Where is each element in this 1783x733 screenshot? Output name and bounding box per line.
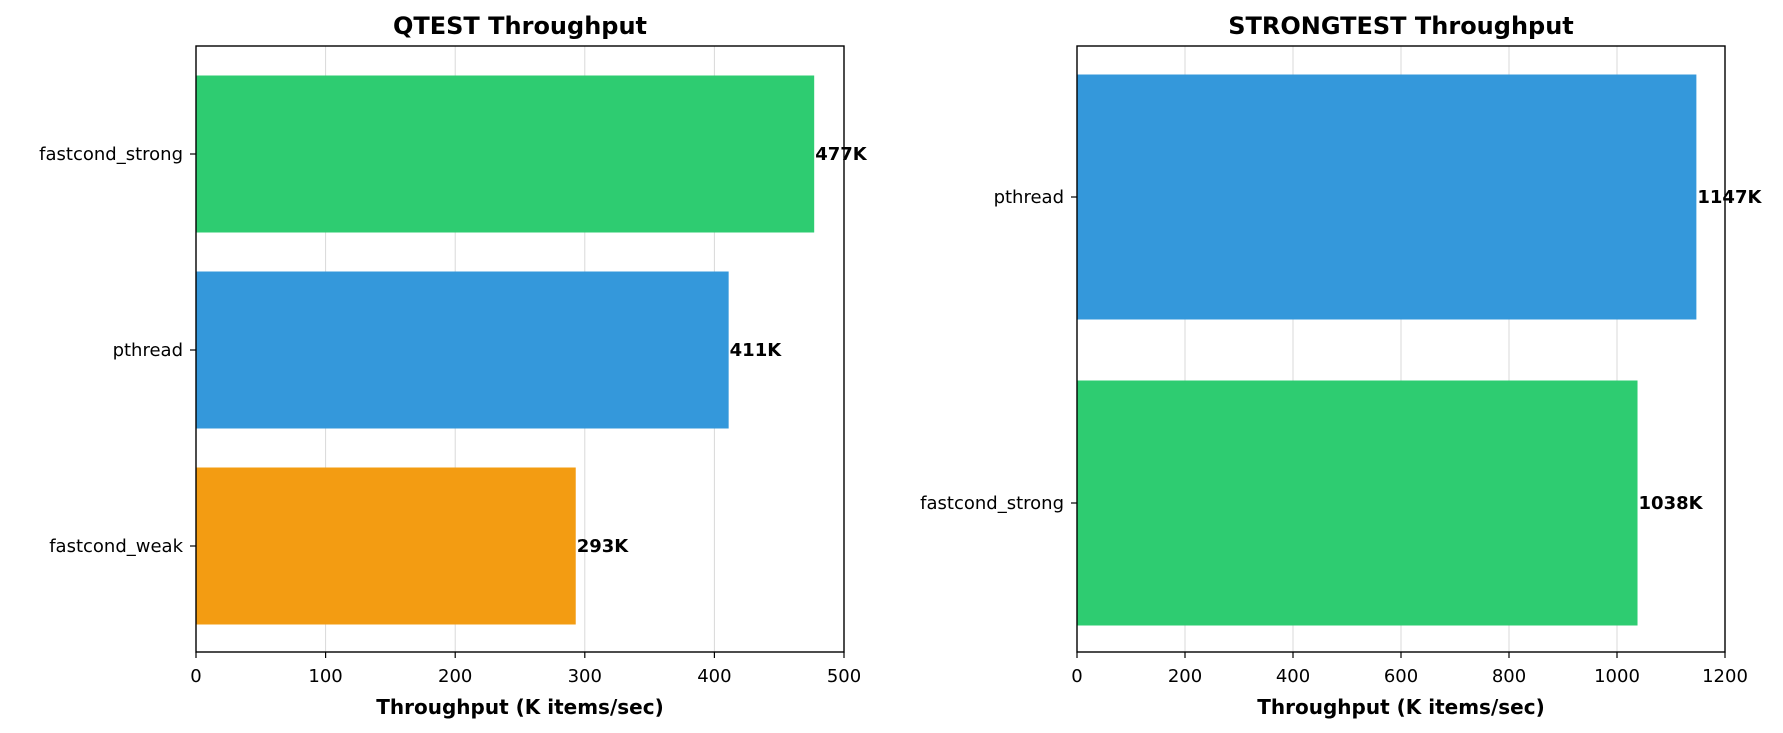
plot-frame	[195, 45, 845, 653]
x-tick-label: 600	[1384, 666, 1418, 687]
x-tick-label: 0	[1071, 666, 1082, 687]
x-tick-label: 500	[827, 666, 861, 687]
x-tick-label: 1000	[1594, 666, 1640, 687]
chart-strongtest: 1147K pthread 1038K fastcond_strong 0 200 400 6…	[920, 12, 1762, 719]
y-tick-label: fastcond_weak	[49, 536, 183, 557]
bar-fastcond-strong	[196, 75, 815, 233]
x-tick-label: 400	[1276, 666, 1310, 687]
x-tick-label: 100	[308, 666, 342, 687]
x-tick-label: 800	[1492, 666, 1526, 687]
chart-qtest: 477K fastcond_strong 411K pthread 293K fastco…	[39, 12, 868, 719]
chart-title: STRONGTEST Throughput	[1228, 12, 1574, 40]
chart-title: QTEST Throughput	[393, 12, 647, 40]
bar-fastcond-strong	[1077, 380, 1638, 626]
bar-value-label: 1038K	[1639, 493, 1704, 514]
y-tick-label: fastcond_strong	[920, 493, 1064, 514]
bar-value-label: 1147K	[1697, 187, 1762, 208]
bar-pthread	[196, 271, 729, 429]
bar-value-label: 411K	[730, 340, 783, 361]
bar-fastcond-weak	[196, 467, 576, 625]
x-axis-label: Throughput (K items/sec)	[1257, 695, 1544, 719]
x-tick-label: 200	[1168, 666, 1202, 687]
bar-pthread	[1077, 74, 1697, 320]
y-tick-label: pthread	[113, 340, 183, 361]
x-tick-label: 0	[190, 666, 201, 687]
x-tick-label: 200	[438, 666, 472, 687]
y-tick-label: fastcond_strong	[39, 144, 183, 165]
y-tick-label: pthread	[994, 187, 1064, 208]
bar-value-label: 477K	[815, 144, 868, 165]
x-tick-label: 1200	[1702, 666, 1748, 687]
x-tick-label: 300	[568, 666, 602, 687]
x-tick-label: 400	[697, 666, 731, 687]
x-axis-label: Throughput (K items/sec)	[376, 695, 663, 719]
bar-value-label: 293K	[577, 536, 630, 557]
